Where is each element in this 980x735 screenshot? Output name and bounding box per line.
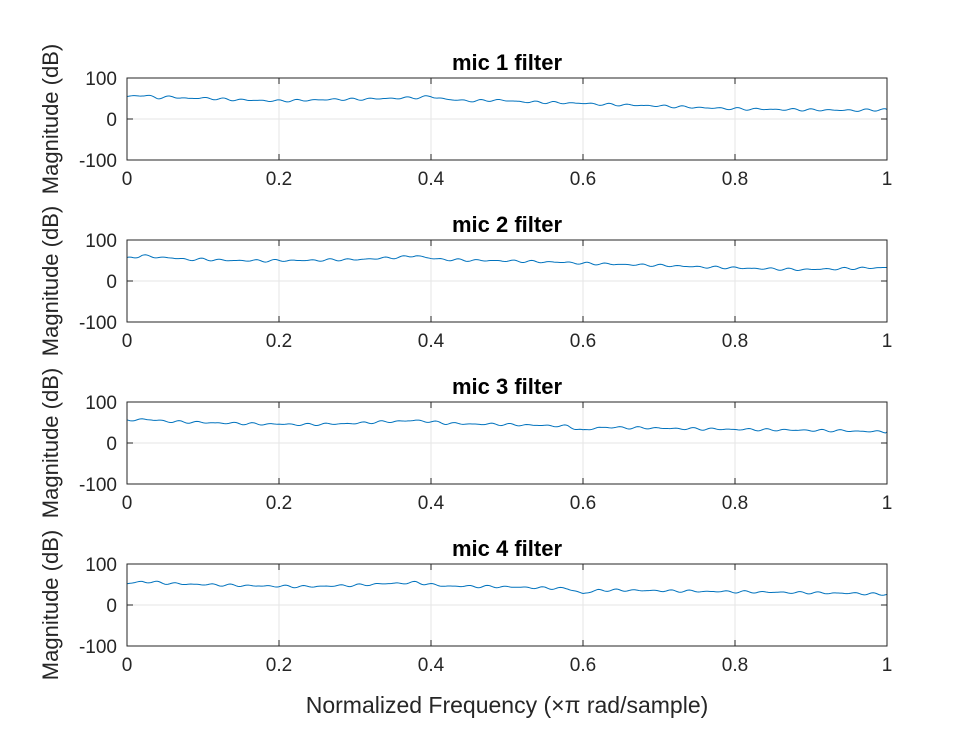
y-tick-label: -100 (79, 313, 117, 334)
x-tick-label: 0.2 (266, 331, 292, 352)
x-tick-label: 1 (882, 331, 893, 352)
y-tick-label: -100 (79, 637, 117, 658)
subplot-title: mic 3 filter (452, 374, 562, 399)
y-tick-label: 0 (106, 110, 117, 131)
y-axis-label: Magnitude (dB) (38, 206, 63, 356)
x-tick-label: 0.8 (722, 169, 748, 190)
series-line (126, 254, 888, 271)
x-tick-label: 0.4 (418, 331, 445, 352)
x-axis-label: Normalized Frequency (×π rad/sample) (306, 692, 709, 718)
subplot-title: mic 4 filter (452, 536, 562, 561)
x-tick-label: 1 (882, 493, 893, 514)
subplot-title: mic 1 filter (452, 50, 562, 75)
y-tick-label: 100 (85, 555, 117, 576)
x-tick-label: 1 (882, 169, 893, 190)
x-tick-label: 0 (122, 169, 133, 190)
x-tick-label: 0.6 (570, 493, 596, 514)
y-tick-label: 0 (106, 272, 117, 293)
y-tick-label: -100 (79, 151, 117, 172)
x-tick-label: 0 (122, 655, 133, 676)
x-tick-label: 0.6 (570, 655, 596, 676)
x-tick-label: 0.2 (266, 655, 292, 676)
y-tick-label: 0 (106, 596, 117, 617)
x-tick-label: 0.2 (266, 169, 292, 190)
x-tick-label: 0.8 (722, 655, 748, 676)
y-tick-label: 0 (106, 434, 117, 455)
y-tick-label: -100 (79, 475, 117, 496)
y-tick-label: 100 (85, 231, 117, 252)
series-line (126, 94, 888, 112)
x-tick-label: 0 (122, 493, 133, 514)
y-axis-label: Magnitude (dB) (38, 530, 63, 680)
x-tick-label: 0.8 (722, 331, 748, 352)
y-axis-label: Magnitude (dB) (38, 44, 63, 194)
x-tick-label: 0.4 (418, 493, 445, 514)
series-line (126, 418, 888, 434)
x-tick-label: 0.4 (418, 169, 445, 190)
x-tick-label: 0.2 (266, 493, 292, 514)
x-tick-label: 0.6 (570, 331, 596, 352)
subplot-title: mic 2 filter (452, 212, 562, 237)
series-line (126, 580, 888, 596)
x-tick-label: 0 (122, 331, 133, 352)
y-axis-label: Magnitude (dB) (38, 368, 63, 518)
x-tick-label: 0.4 (418, 655, 445, 676)
x-tick-label: 0.8 (722, 493, 748, 514)
x-tick-label: 1 (882, 655, 893, 676)
y-tick-label: 100 (85, 69, 117, 90)
x-tick-label: 0.6 (570, 169, 596, 190)
y-tick-label: 100 (85, 393, 117, 414)
